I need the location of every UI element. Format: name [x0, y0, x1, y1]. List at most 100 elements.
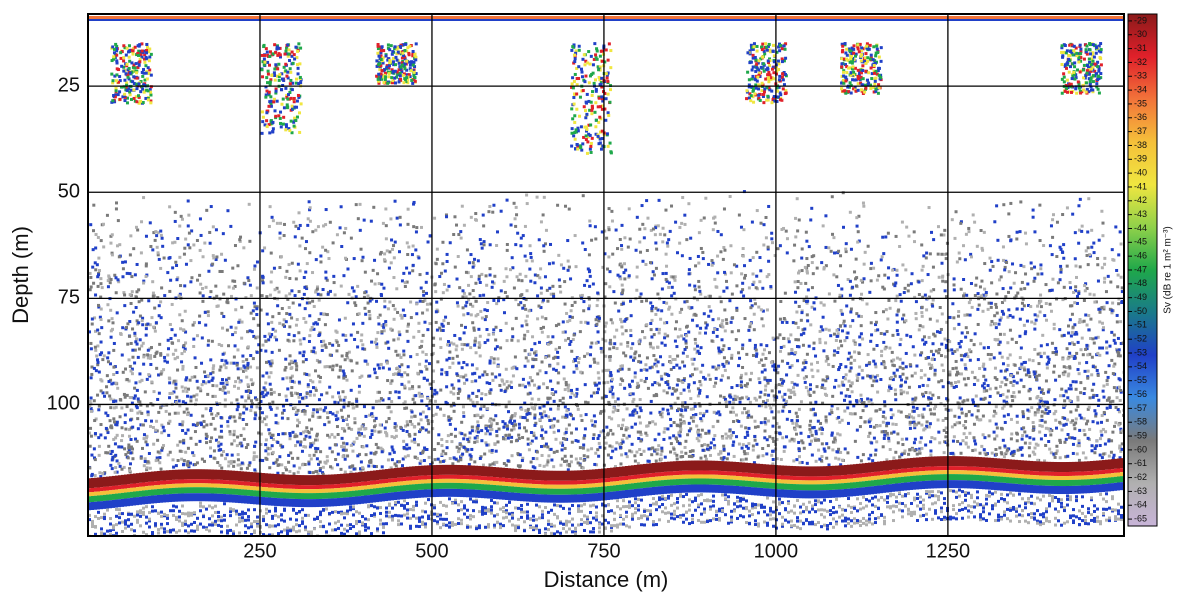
echo-pixel — [486, 339, 489, 342]
echo-pixel — [237, 321, 240, 324]
echo-pixel — [499, 346, 502, 349]
echo-pixel — [969, 359, 972, 362]
echo-pixel — [905, 377, 908, 380]
echo-pixel — [628, 449, 631, 452]
echo-pixel — [577, 440, 580, 443]
echo-pixel — [1103, 281, 1106, 284]
echo-pixel — [930, 412, 933, 415]
echo-pixel — [1011, 399, 1014, 402]
echo-pixel — [691, 373, 694, 376]
echo-pixel — [469, 458, 472, 461]
echo-pixel — [1044, 444, 1047, 447]
echo-pixel — [420, 418, 423, 421]
echo-pixel — [922, 265, 925, 268]
echo-pixel — [905, 438, 908, 441]
echo-pixel — [1051, 253, 1054, 256]
echo-pixel — [957, 323, 960, 326]
echo-pixel — [109, 309, 112, 312]
echo-pixel — [587, 401, 590, 404]
echo-pixel — [673, 421, 676, 424]
echo-pixel — [678, 328, 681, 331]
echo-pixel — [870, 262, 873, 265]
echo-pixel — [844, 324, 847, 327]
echo-pixel — [470, 253, 473, 256]
echo-pixel — [402, 440, 405, 443]
echo-pixel — [131, 327, 134, 330]
echo-pixel — [532, 457, 535, 460]
echo-pixel — [558, 346, 561, 349]
echo-pixel — [422, 294, 425, 297]
echo-pixel — [503, 383, 506, 386]
echo-pixel — [310, 428, 313, 431]
echo-pixel — [1054, 410, 1057, 413]
echo-pixel — [359, 203, 362, 206]
echo-pixel — [149, 425, 152, 428]
echo-pixel — [530, 256, 533, 259]
echo-pixel — [1000, 370, 1003, 373]
echo-pixel — [953, 435, 956, 438]
echo-pixel — [398, 333, 401, 336]
echo-pixel — [833, 349, 836, 352]
echo-pixel — [930, 436, 933, 439]
echo-pixel — [210, 423, 213, 426]
echo-pixel — [124, 428, 127, 431]
echo-pixel — [544, 275, 547, 278]
echo-pixel — [285, 399, 288, 402]
echo-pixel — [975, 395, 978, 398]
echo-pixel — [1095, 439, 1098, 442]
echo-pixel — [350, 428, 353, 431]
echo-pixel — [562, 437, 565, 440]
echo-pixel — [433, 448, 436, 451]
echo-pixel — [111, 317, 114, 320]
echo-pixel — [675, 345, 678, 348]
echo-pixel — [284, 276, 287, 279]
echo-pixel — [712, 228, 715, 231]
echo-pixel — [569, 396, 572, 399]
echo-pixel — [564, 447, 567, 450]
echo-pixel — [470, 448, 473, 451]
echo-pixel — [371, 429, 374, 432]
echo-pixel — [611, 433, 614, 436]
echo-pixel — [671, 393, 674, 396]
echo-pixel — [766, 379, 769, 382]
echo-pixel — [1034, 413, 1037, 416]
echo-pixel — [443, 414, 446, 417]
echo-pixel — [994, 387, 997, 390]
echo-pixel — [1054, 456, 1057, 459]
echo-pixel — [953, 277, 956, 280]
echo-pixel — [876, 344, 879, 347]
echo-pixel — [950, 348, 953, 351]
echo-pixel — [305, 240, 308, 243]
echo-pixel — [129, 253, 132, 256]
echo-pixel — [876, 391, 879, 394]
echo-pixel — [635, 249, 638, 252]
echo-pixel — [454, 266, 457, 269]
echo-pixel — [190, 276, 193, 279]
echo-pixel — [415, 230, 418, 233]
echo-pixel — [269, 294, 272, 297]
echo-pixel — [536, 372, 539, 375]
echo-pixel — [255, 455, 258, 458]
echo-pixel — [666, 427, 669, 430]
echo-pixel — [881, 430, 884, 433]
echo-pixel — [1046, 406, 1049, 409]
echo-pixel — [1102, 384, 1105, 387]
echo-pixel — [386, 249, 389, 252]
echo-pixel — [446, 253, 449, 256]
echo-pixel — [1066, 206, 1069, 209]
echo-pixel — [212, 364, 215, 367]
echo-pixel — [508, 401, 511, 404]
echo-pixel — [1063, 399, 1066, 402]
echo-pixel — [767, 419, 770, 422]
echo-pixel — [521, 307, 524, 310]
echo-pixel — [788, 352, 791, 355]
echo-pixel — [1091, 356, 1094, 359]
echo-pixel — [437, 458, 440, 461]
echo-pixel — [571, 441, 574, 444]
echo-pixel — [476, 401, 479, 404]
echo-pixel — [462, 376, 465, 379]
echo-pixel — [232, 287, 235, 290]
echo-pixel — [373, 430, 376, 433]
echo-pixel — [540, 292, 543, 295]
echo-pixel — [449, 241, 452, 244]
